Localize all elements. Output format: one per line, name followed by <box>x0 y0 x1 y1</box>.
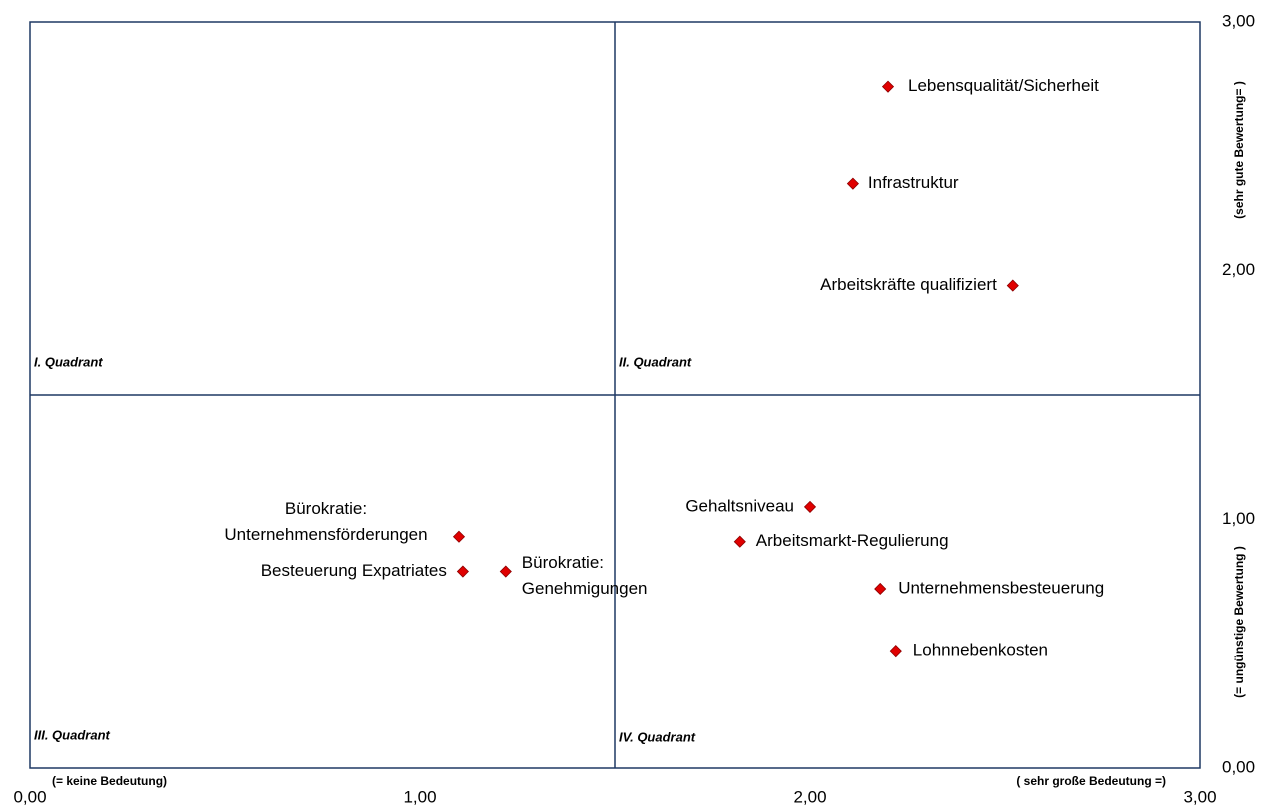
marker <box>846 177 859 190</box>
point-label: Unternehmensförderungen <box>224 525 427 544</box>
point-label: Arbeitsmarkt-Regulierung <box>756 531 949 550</box>
x-tick-label: 1,00 <box>403 787 436 806</box>
x-tick-label: 2,00 <box>793 787 826 806</box>
x-axis-note: ( sehr große Bedeutung =) <box>1016 774 1166 788</box>
point-label: Genehmigungen <box>522 579 648 598</box>
point-label: Bürokratie: <box>285 499 367 518</box>
marker <box>456 565 469 578</box>
quadrant-label: II. Quadrant <box>619 354 692 369</box>
point-label: Bürokratie: <box>522 553 604 572</box>
x-tick-label: 0,00 <box>13 787 46 806</box>
point-label: Unternehmensbesteuerung <box>898 578 1104 597</box>
point-label: Arbeitskräfte qualifiziert <box>820 275 997 294</box>
point-label: Infrastruktur <box>868 173 959 192</box>
point-label: Lebensqualität/Sicherheit <box>908 76 1099 95</box>
y-tick-label: 0,00 <box>1222 757 1255 776</box>
quadrant-label: III. Quadrant <box>34 727 111 742</box>
marker <box>733 535 746 548</box>
point-label: Gehaltsniveau <box>685 496 794 515</box>
marker <box>874 582 887 596</box>
y-axis-note: (sehr gute Bewertung= ) <box>1232 81 1246 219</box>
y-tick-label: 2,00 <box>1222 260 1255 279</box>
point-label: Lohnnebenkosten <box>913 641 1048 660</box>
x-axis-note: (= keine Bedeutung) <box>52 774 167 788</box>
y-tick-label: 1,00 <box>1222 509 1255 528</box>
quadrant-label: I. Quadrant <box>34 354 103 369</box>
x-tick-label: 3,00 <box>1183 787 1216 806</box>
marker <box>889 645 902 658</box>
marker <box>499 565 512 578</box>
marker <box>803 500 817 513</box>
marker <box>1006 279 1019 292</box>
y-axis-note: (= ungünstige Bewertung ) <box>1232 546 1246 698</box>
quadrant-label: IV. Quadrant <box>619 729 696 744</box>
marker <box>881 80 895 93</box>
point-label: Besteuerung Expatriates <box>261 561 447 580</box>
marker <box>452 530 466 543</box>
y-tick-label: 3,00 <box>1222 11 1255 30</box>
